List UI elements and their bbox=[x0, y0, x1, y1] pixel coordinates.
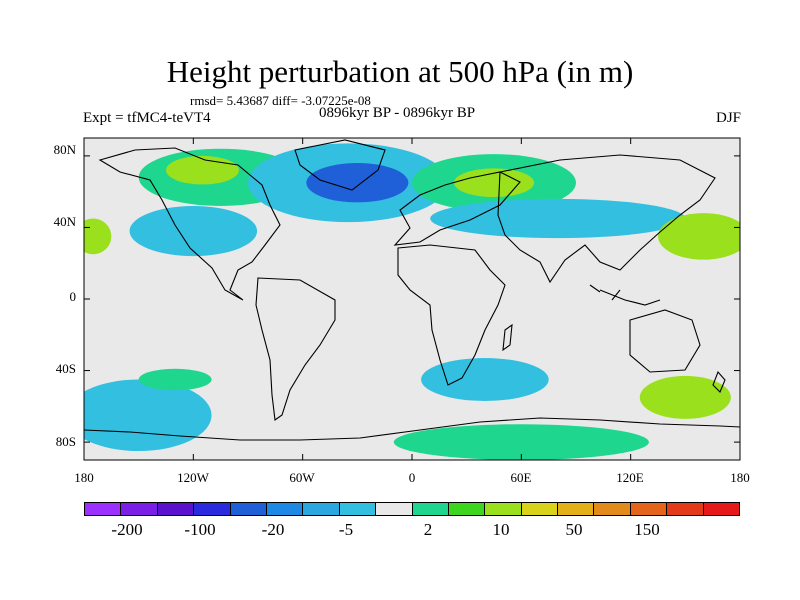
colorbar-cell-5 bbox=[266, 503, 304, 515]
lon-label-180w: 180 bbox=[74, 470, 94, 485]
season-label: DJF bbox=[715, 110, 741, 126]
lat-label-80s: 80S bbox=[55, 434, 76, 449]
colorbar-cell-7 bbox=[339, 503, 377, 515]
colorbar-cell-0 bbox=[85, 503, 122, 515]
lon-label-60e: 60E bbox=[510, 470, 532, 485]
lon-label-120w: 120W bbox=[177, 470, 209, 485]
south-america-coast bbox=[255, 277, 336, 421]
africa-coast bbox=[397, 244, 506, 386]
colorbar-cell-10 bbox=[448, 503, 486, 515]
coastline-layer bbox=[84, 139, 740, 441]
colorbar-cell-1 bbox=[121, 503, 158, 515]
field-antarctic-positive bbox=[393, 424, 649, 460]
lat-label-80n: 80N bbox=[53, 142, 76, 157]
colorbar-label-150: 150 bbox=[634, 520, 660, 539]
lat-label-40s: 40S bbox=[55, 361, 76, 376]
colorbar-cell-17 bbox=[703, 503, 740, 515]
axis-ticks bbox=[83, 138, 741, 460]
field-north-pacific-positive bbox=[658, 213, 740, 260]
lon-label-60w: 60W bbox=[289, 470, 315, 485]
colorbar bbox=[84, 502, 740, 516]
period-label: 0896kyr BP - 0896kyr BP bbox=[319, 105, 476, 121]
colorbar-cell-15 bbox=[630, 503, 668, 515]
plot-title: Height perturbation at 500 hPa (in m) bbox=[166, 54, 634, 89]
field-north-america-arctic-core bbox=[166, 155, 239, 185]
colorbar-cell-14 bbox=[594, 503, 631, 515]
colorbar-cell-3 bbox=[194, 503, 231, 515]
field-east-pacific-positive bbox=[84, 218, 112, 255]
field-south-atlantic-positive bbox=[138, 368, 212, 391]
field-north-atlantic-core bbox=[306, 163, 409, 203]
colorbar-label-2: 2 bbox=[423, 520, 433, 539]
colorbar-label-neg200: -200 bbox=[111, 520, 143, 539]
field-us-negative bbox=[129, 205, 258, 257]
colorbar-cell-13 bbox=[558, 503, 595, 515]
field-southern-ocean-negative bbox=[421, 358, 549, 401]
stats-text: rmsd= 5.43687 diff= -3.07225e-08 bbox=[190, 93, 371, 108]
colorbar-cell-16 bbox=[667, 503, 704, 515]
madagascar-coast bbox=[502, 323, 513, 352]
colorbar-cell-8 bbox=[376, 503, 413, 515]
colorbar-cell-6 bbox=[303, 503, 340, 515]
colorbar-cell-12 bbox=[521, 503, 559, 515]
experiment-label: Expt = tfMC4-teVT4 bbox=[83, 110, 211, 126]
field-layer bbox=[84, 143, 740, 460]
new-zealand-coast bbox=[712, 370, 726, 393]
colorbar-cell-11 bbox=[485, 503, 522, 515]
colorbar-cell-4 bbox=[230, 503, 267, 515]
colorbar-label-50: 50 bbox=[565, 520, 583, 539]
southeast-asia-islands bbox=[589, 284, 661, 306]
lon-label-0: 0 bbox=[408, 470, 416, 485]
field-south-pacific-negative bbox=[84, 379, 212, 452]
greenland-coast bbox=[294, 139, 386, 191]
field-asia-negative bbox=[430, 198, 686, 239]
lon-label-180e: 180 bbox=[730, 470, 750, 485]
antarctica-coast bbox=[84, 417, 740, 441]
colorbar-label-neg20: -20 bbox=[261, 520, 285, 539]
lat-label-0: 0 bbox=[69, 289, 77, 304]
colorbar-label-neg5: -5 bbox=[338, 520, 354, 539]
colorbar-cell-9 bbox=[412, 503, 449, 515]
lon-label-120e: 120E bbox=[616, 470, 644, 485]
north-america-coast bbox=[98, 147, 281, 301]
field-south-indian-positive bbox=[639, 375, 731, 419]
field-eurasia-core bbox=[453, 168, 535, 198]
colorbar-label-10: 10 bbox=[492, 520, 510, 539]
australia-coast bbox=[629, 309, 701, 373]
colorbar-label-neg100: -100 bbox=[184, 520, 216, 539]
lat-label-40n: 40N bbox=[53, 214, 76, 229]
colorbar-cell-2 bbox=[157, 503, 195, 515]
asia-coast bbox=[497, 154, 716, 284]
